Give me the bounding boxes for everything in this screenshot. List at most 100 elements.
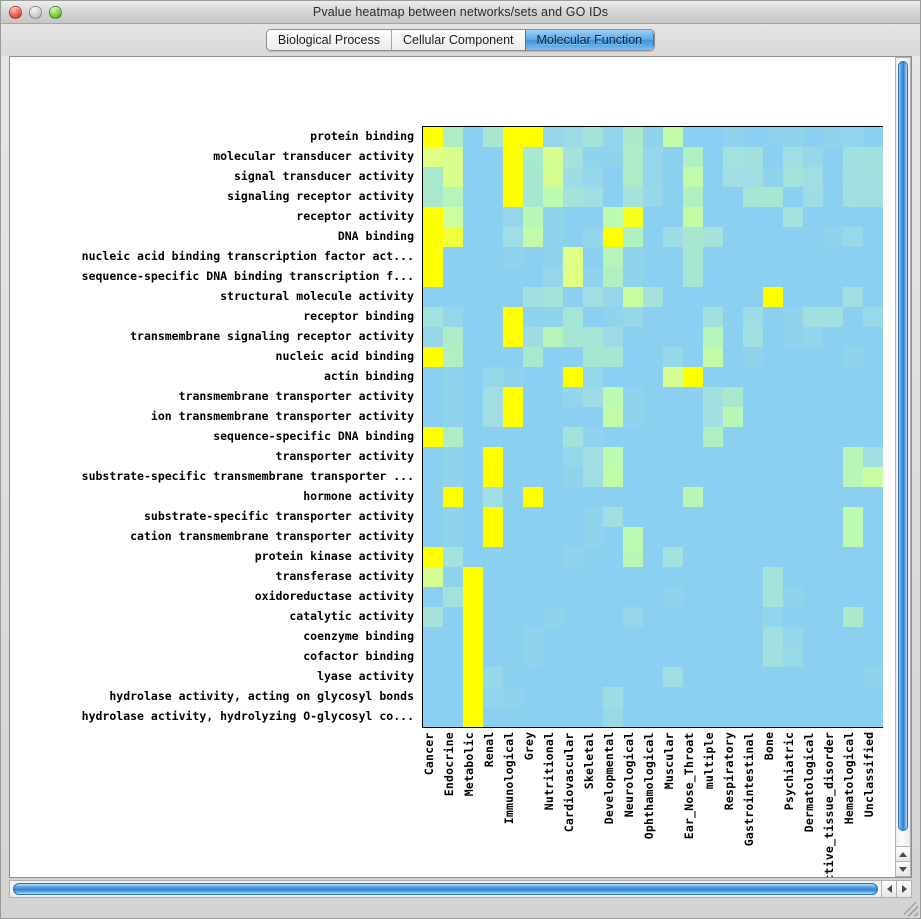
heatmap-cell[interactable] xyxy=(483,187,503,207)
heatmap-cell[interactable] xyxy=(463,627,483,647)
heatmap-cell[interactable] xyxy=(703,187,723,207)
heatmap-cell[interactable] xyxy=(743,187,763,207)
heatmap-cell[interactable] xyxy=(683,547,703,567)
heatmap-cell[interactable] xyxy=(423,307,443,327)
heatmap-cell[interactable] xyxy=(563,647,583,667)
heatmap-cell[interactable] xyxy=(843,307,863,327)
heatmap-cell[interactable] xyxy=(763,567,783,587)
heatmap-cell[interactable] xyxy=(583,127,603,147)
heatmap-cell[interactable] xyxy=(543,527,563,547)
heatmap-cell[interactable] xyxy=(643,567,663,587)
heatmap-cell[interactable] xyxy=(743,427,763,447)
heatmap-cell[interactable] xyxy=(763,407,783,427)
heatmap-cell[interactable] xyxy=(763,507,783,527)
heatmap-cell[interactable] xyxy=(823,287,843,307)
heatmap-cell[interactable] xyxy=(603,127,623,147)
heatmap-cell[interactable] xyxy=(483,287,503,307)
heatmap-cell[interactable] xyxy=(783,347,803,367)
heatmap-cell[interactable] xyxy=(503,447,523,467)
heatmap-cell[interactable] xyxy=(703,267,723,287)
heatmap-cell[interactable] xyxy=(843,227,863,247)
heatmap-cell[interactable] xyxy=(783,307,803,327)
heatmap-cell[interactable] xyxy=(723,607,743,627)
heatmap-cell[interactable] xyxy=(803,347,823,367)
heatmap-cell[interactable] xyxy=(623,427,643,447)
heatmap-cell[interactable] xyxy=(723,507,743,527)
heatmap-cell[interactable] xyxy=(723,307,743,327)
heatmap-cell[interactable] xyxy=(803,287,823,307)
heatmap-cell[interactable] xyxy=(463,547,483,567)
heatmap-cell[interactable] xyxy=(803,147,823,167)
heatmap-cell[interactable] xyxy=(843,487,863,507)
heatmap-cell[interactable] xyxy=(863,627,883,647)
heatmap-cell[interactable] xyxy=(843,567,863,587)
heatmap-cell[interactable] xyxy=(803,447,823,467)
heatmap-cell[interactable] xyxy=(763,447,783,467)
heatmap-cell[interactable] xyxy=(843,647,863,667)
heatmap-cell[interactable] xyxy=(423,627,443,647)
scroll-down-button[interactable] xyxy=(896,861,910,876)
heatmap-cell[interactable] xyxy=(823,547,843,567)
heatmap-cell[interactable] xyxy=(523,347,543,367)
heatmap-cell[interactable] xyxy=(803,467,823,487)
heatmap-cell[interactable] xyxy=(703,427,723,447)
heatmap-cell[interactable] xyxy=(603,347,623,367)
heatmap-cell[interactable] xyxy=(823,207,843,227)
heatmap-cell[interactable] xyxy=(523,227,543,247)
heatmap-cell[interactable] xyxy=(543,407,563,427)
heatmap-cell[interactable] xyxy=(423,687,443,707)
heatmap-grid[interactable] xyxy=(422,126,883,728)
heatmap-cell[interactable] xyxy=(623,707,643,727)
heatmap-cell[interactable] xyxy=(823,327,843,347)
heatmap-cell[interactable] xyxy=(483,407,503,427)
heatmap-cell[interactable] xyxy=(563,587,583,607)
heatmap-cell[interactable] xyxy=(603,267,623,287)
heatmap-cell[interactable] xyxy=(863,507,883,527)
heatmap-cell[interactable] xyxy=(483,367,503,387)
heatmap-cell[interactable] xyxy=(843,327,863,347)
heatmap-cell[interactable] xyxy=(523,567,543,587)
heatmap-cell[interactable] xyxy=(563,567,583,587)
heatmap-cell[interactable] xyxy=(763,487,783,507)
heatmap-cell[interactable] xyxy=(643,707,663,727)
heatmap-cell[interactable] xyxy=(563,247,583,267)
heatmap-cell[interactable] xyxy=(583,167,603,187)
heatmap-cell[interactable] xyxy=(843,167,863,187)
heatmap-cell[interactable] xyxy=(443,667,463,687)
heatmap-cell[interactable] xyxy=(623,127,643,147)
heatmap-cell[interactable] xyxy=(463,267,483,287)
heatmap-cell[interactable] xyxy=(463,427,483,447)
heatmap-cell[interactable] xyxy=(723,527,743,547)
heatmap-cell[interactable] xyxy=(463,187,483,207)
heatmap-cell[interactable] xyxy=(443,687,463,707)
heatmap-cell[interactable] xyxy=(663,367,683,387)
heatmap-cell[interactable] xyxy=(763,227,783,247)
heatmap-cell[interactable] xyxy=(763,367,783,387)
heatmap-cell[interactable] xyxy=(443,547,463,567)
heatmap-cell[interactable] xyxy=(463,247,483,267)
heatmap-cell[interactable] xyxy=(543,327,563,347)
heatmap-cell[interactable] xyxy=(583,427,603,447)
heatmap-cell[interactable] xyxy=(443,367,463,387)
heatmap-cell[interactable] xyxy=(703,607,723,627)
heatmap-cell[interactable] xyxy=(623,267,643,287)
heatmap-cell[interactable] xyxy=(863,447,883,467)
heatmap-cell[interactable] xyxy=(723,227,743,247)
heatmap-cell[interactable] xyxy=(743,327,763,347)
heatmap-cell[interactable] xyxy=(763,587,783,607)
heatmap-cell[interactable] xyxy=(723,247,743,267)
heatmap-cell[interactable] xyxy=(443,507,463,527)
heatmap-cell[interactable] xyxy=(823,627,843,647)
heatmap-cell[interactable] xyxy=(483,547,503,567)
heatmap-cell[interactable] xyxy=(443,647,463,667)
heatmap-cell[interactable] xyxy=(503,567,523,587)
heatmap-cell[interactable] xyxy=(623,667,643,687)
heatmap-cell[interactable] xyxy=(663,587,683,607)
heatmap-cell[interactable] xyxy=(843,347,863,367)
heatmap-cell[interactable] xyxy=(483,467,503,487)
heatmap-cell[interactable] xyxy=(743,687,763,707)
heatmap-cell[interactable] xyxy=(563,467,583,487)
heatmap-cell[interactable] xyxy=(583,347,603,367)
heatmap-cell[interactable] xyxy=(783,647,803,667)
heatmap-cell[interactable] xyxy=(563,707,583,727)
